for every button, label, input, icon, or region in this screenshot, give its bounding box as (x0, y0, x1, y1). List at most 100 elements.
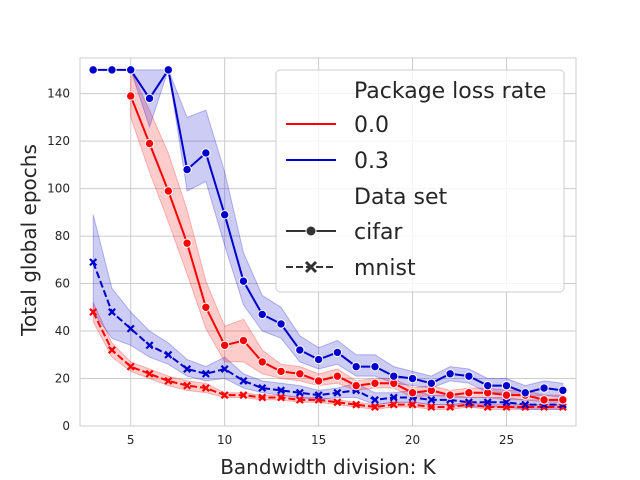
point-0-0-mnist (295, 395, 304, 404)
y-tick-label: 100 (47, 182, 70, 196)
point-0-0-cifar (539, 395, 549, 405)
point-0-3-mnist (183, 365, 192, 373)
legend-label-mnist: mnist (354, 256, 416, 281)
point-0-3-cifar (482, 380, 493, 391)
point-0-0-mnist (89, 308, 98, 317)
point-0-3-mnist (502, 398, 511, 407)
point-0-0-mnist (521, 403, 530, 411)
point-0-0-mnist (427, 403, 436, 411)
point-0-3-mnist (314, 391, 323, 400)
point-0-3-mnist (483, 398, 492, 407)
point-0-3-cifar (445, 369, 455, 379)
y-tick-label: 0 (62, 419, 70, 433)
point-0-0-cifar (313, 376, 324, 386)
y-tick-label: 20 (55, 372, 70, 386)
legend-label-0-0: 0.0 (354, 113, 389, 138)
point-0-0-mnist (333, 398, 342, 407)
point-0-3-mnist (201, 369, 210, 378)
x-tick-labels: 5 10 15 20 25 (127, 433, 514, 447)
point-0-3-cifar (126, 65, 136, 75)
x-tick-label: 15 (311, 433, 326, 447)
x-tick-label: 5 (127, 433, 135, 447)
point-0-3-mnist (220, 365, 229, 373)
point-0-3-mnist (370, 395, 379, 404)
series-markers (88, 65, 568, 411)
y-tick-label: 40 (55, 324, 70, 338)
point-0-3-cifar (313, 354, 324, 365)
point-0-3-mnist (389, 393, 398, 402)
point-0-3-cifar (426, 378, 437, 388)
point-0-3-cifar (201, 148, 211, 158)
point-0-0-cifar (351, 380, 361, 391)
point-0-0-cifar (370, 378, 380, 388)
point-0-0-mnist (389, 400, 398, 409)
point-0-0-cifar (558, 395, 568, 405)
point-0-0-cifar (257, 357, 267, 367)
point-0-0-cifar (464, 388, 474, 398)
band-0-0-mnist (92, 302, 564, 410)
point-0-0-cifar (276, 366, 286, 377)
point-0-0-cifar (144, 138, 155, 149)
legend-marker-cifar (305, 225, 317, 237)
point-0-0-mnist (558, 403, 567, 411)
point-0-3-cifar (257, 309, 267, 320)
point-0-0-cifar (445, 390, 455, 400)
x-tick-label: 20 (405, 433, 420, 447)
point-0-3-mnist (107, 308, 116, 317)
point-0-0-mnist (220, 391, 229, 400)
point-0-3-mnist (258, 384, 267, 392)
legend-label-cifar: cifar (354, 220, 403, 245)
legend-marker-mnist (304, 260, 318, 274)
point-0-0-mnist (352, 400, 361, 409)
point-0-3-mnist (145, 341, 154, 350)
point-0-3-cifar (389, 371, 399, 381)
x-tick-label: 10 (217, 433, 232, 447)
point-0-0-mnist (464, 400, 473, 409)
point-0-0-mnist (126, 362, 135, 371)
point-0-3-mnist (333, 388, 342, 397)
point-0-3-cifar (370, 361, 380, 372)
point-0-3-cifar (351, 361, 361, 372)
point-0-3-mnist (164, 350, 173, 359)
point-0-0-mnist (540, 403, 549, 411)
point-0-3-cifar (88, 65, 98, 75)
point-0-3-cifar (501, 380, 512, 391)
line-0-0-mnist (92, 311, 563, 409)
legend-box (275, 69, 565, 293)
point-0-3-cifar (238, 276, 249, 286)
y-tick-labels: 0 20 40 60 80 100 120 140 (47, 87, 70, 433)
y-tick-label: 60 (55, 277, 70, 291)
point-0-0-mnist (258, 393, 267, 402)
point-0-3-cifar (464, 371, 474, 381)
point-0-0-cifar (407, 388, 418, 398)
point-0-0-mnist (107, 346, 116, 355)
legend: Package loss rate 0.0 0.3 Data set cifar… (275, 69, 565, 293)
legend-style-title: Data set (354, 185, 448, 210)
point-0-3-mnist (427, 395, 436, 404)
point-0-0-mnist (408, 400, 417, 409)
point-0-3-cifar (407, 373, 418, 384)
point-0-3-mnist (295, 388, 304, 397)
point-0-3-cifar (295, 345, 305, 355)
point-0-3-cifar (107, 65, 117, 75)
point-0-3-cifar (182, 164, 192, 175)
point-0-0-cifar (295, 369, 305, 379)
point-0-0-mnist (183, 381, 192, 390)
point-0-3-cifar (144, 93, 155, 104)
point-0-3-mnist (239, 376, 248, 385)
point-0-3-cifar (558, 385, 568, 396)
y-axis-label: Total global epochs (17, 144, 41, 337)
legend-hue-title: Package loss rate (354, 79, 546, 104)
point-0-0-mnist (239, 391, 248, 400)
point-0-0-cifar (201, 302, 211, 312)
point-0-0-cifar (126, 91, 136, 101)
point-0-0-mnist (446, 403, 455, 411)
point-0-3-cifar (539, 383, 549, 393)
point-0-0-mnist (145, 369, 154, 378)
point-0-3-cifar (163, 65, 174, 75)
point-0-0-cifar (163, 186, 174, 196)
plot-frame (79, 57, 577, 427)
point-0-3-cifar (276, 319, 286, 329)
line-0-3-mnist (92, 261, 563, 406)
